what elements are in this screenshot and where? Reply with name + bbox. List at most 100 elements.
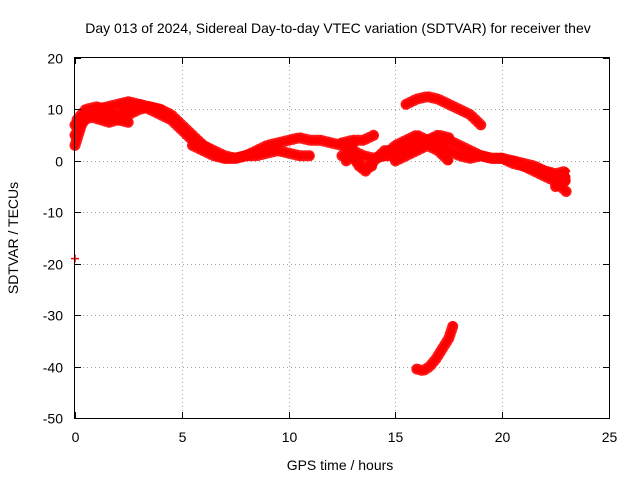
x-axis-label: GPS time / hours	[287, 457, 394, 473]
data-point	[562, 187, 571, 196]
data-point	[145, 102, 154, 111]
data-point	[444, 334, 453, 343]
data-point	[412, 95, 421, 104]
data-point	[199, 146, 208, 155]
data-point	[124, 118, 133, 127]
series-track-11	[389, 139, 455, 167]
x-tick-label: 0	[72, 429, 80, 445]
data-point	[359, 136, 368, 145]
data-point	[355, 159, 364, 168]
data-point	[444, 133, 453, 142]
y-tick-label: 10	[47, 102, 63, 118]
data-point	[487, 154, 496, 163]
data-point	[530, 164, 539, 173]
data-point	[81, 105, 90, 114]
data-point	[252, 151, 261, 160]
data-point	[348, 136, 357, 145]
data-point	[92, 102, 101, 111]
y-tick-label: -40	[43, 360, 63, 376]
data-point	[455, 105, 464, 114]
data-point	[361, 164, 370, 173]
data-point	[423, 92, 432, 101]
data-point	[367, 162, 376, 170]
data-point	[124, 105, 133, 114]
data-point	[231, 154, 240, 163]
data-point	[167, 110, 176, 119]
data-point	[209, 151, 218, 160]
data-point	[273, 146, 282, 155]
data-point	[391, 141, 400, 150]
chart-title: Day 013 of 2024, Sidereal Day-to-day VTE…	[85, 20, 591, 36]
data-point	[113, 115, 122, 124]
data-point	[431, 354, 440, 363]
data-point	[263, 149, 272, 158]
data-point	[551, 169, 560, 178]
series-marker-texture	[347, 150, 378, 175]
data-point	[476, 151, 485, 160]
data-point	[338, 138, 346, 147]
x-tick-label: 20	[495, 429, 511, 445]
series-marker-texture	[389, 139, 455, 167]
data-point	[103, 105, 112, 114]
data-point	[434, 131, 443, 140]
data-point	[444, 146, 453, 155]
series-track-5	[187, 139, 316, 164]
data-point	[370, 131, 379, 140]
series-track-8	[336, 129, 380, 149]
data-point	[455, 141, 464, 150]
data-point	[551, 182, 560, 191]
data-point	[284, 136, 293, 145]
series-track-12	[400, 91, 487, 131]
data-series	[69, 91, 572, 377]
series-marker-texture	[550, 170, 572, 193]
data-point	[177, 120, 186, 129]
data-point	[449, 321, 458, 330]
data-point	[434, 95, 443, 104]
data-point	[444, 156, 453, 165]
data-point	[135, 100, 144, 109]
data-point	[188, 141, 197, 150]
data-point	[444, 100, 453, 109]
data-point	[188, 131, 197, 140]
data-point	[295, 151, 304, 160]
data-point	[220, 154, 229, 163]
data-point	[359, 151, 368, 160]
x-tick-label: 25	[602, 429, 618, 445]
data-point	[466, 110, 475, 119]
data-point	[423, 141, 432, 150]
data-point	[540, 167, 549, 176]
series-track-4	[71, 101, 134, 128]
data-point	[402, 100, 411, 109]
data-point	[455, 151, 464, 160]
data-point	[402, 151, 411, 160]
y-tick-label: -10	[43, 205, 63, 221]
data-point	[402, 136, 411, 145]
x-tick-label: 15	[388, 429, 404, 445]
data-point	[305, 136, 314, 145]
y-tick-label: -50	[43, 411, 63, 427]
series-track-17	[411, 319, 459, 377]
data-point	[562, 172, 571, 181]
series-track-15	[507, 155, 572, 180]
data-point	[295, 133, 304, 142]
data-point	[316, 136, 325, 145]
y-tick-label: -20	[43, 257, 63, 273]
plot-frame	[74, 57, 610, 419]
data-point	[284, 149, 293, 158]
data-point	[419, 366, 428, 375]
data-point	[466, 154, 475, 163]
series-track-9	[347, 150, 378, 175]
data-point	[342, 156, 351, 165]
y-tick-label: -30	[43, 308, 63, 324]
data-point	[305, 151, 314, 160]
y-axis-label: SDTVAR / TECUs	[5, 182, 21, 294]
data-point	[412, 146, 421, 155]
data-point	[241, 151, 250, 160]
data-point	[412, 365, 421, 374]
data-point	[434, 146, 443, 155]
data-point	[438, 344, 447, 353]
data-point	[508, 156, 517, 165]
series-track-16	[550, 170, 572, 193]
